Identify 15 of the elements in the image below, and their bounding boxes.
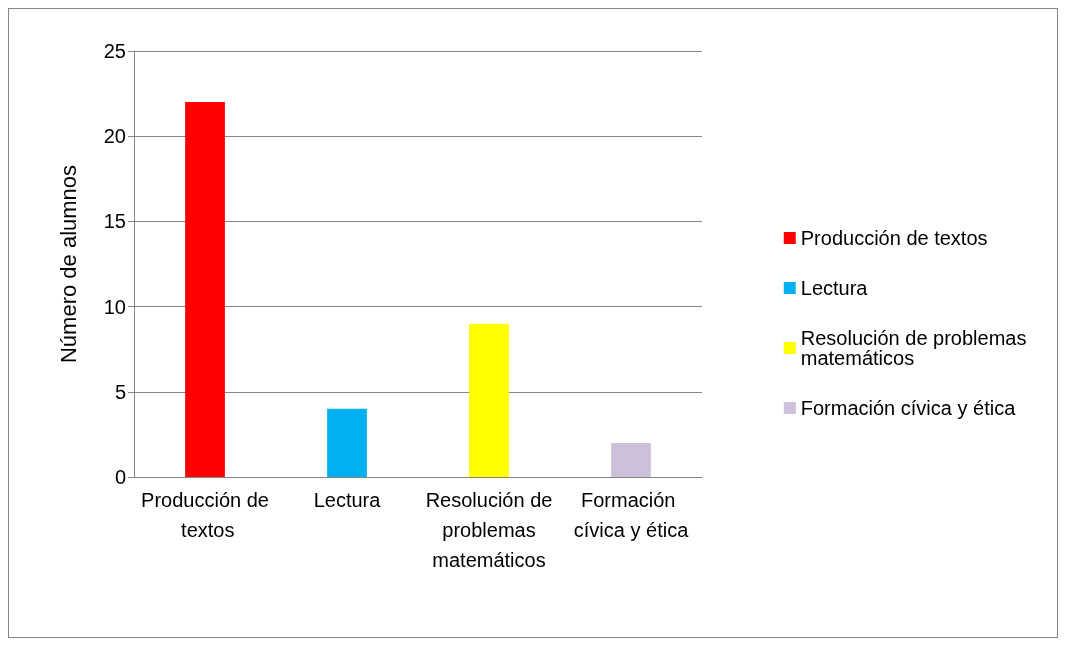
legend-label: Resolución de problemas matemáticos: [800, 327, 1033, 369]
y-tick-label: 20: [103, 125, 126, 148]
x-tick-label: Resolución de problemas matemáticos: [425, 489, 553, 571]
legend-label: Producción de textos: [800, 227, 988, 249]
y-tick-label: 10: [103, 295, 126, 318]
x-tick-label: Lectura: [313, 489, 382, 511]
x-tick-label: Producción de textos: [141, 489, 269, 541]
legend-label: Formación cívica y ética: [800, 397, 1017, 419]
y-axis-title: Número de alumnos: [55, 164, 81, 364]
y-tick-label: 25: [103, 40, 126, 62]
y-tick-label: 0: [114, 466, 126, 488]
legend-label: Lectura: [800, 277, 869, 299]
y-tick-label: 15: [103, 210, 126, 233]
y-tick-label: 5: [114, 380, 126, 403]
x-tick-label: Formación cívica y ética: [573, 489, 690, 541]
